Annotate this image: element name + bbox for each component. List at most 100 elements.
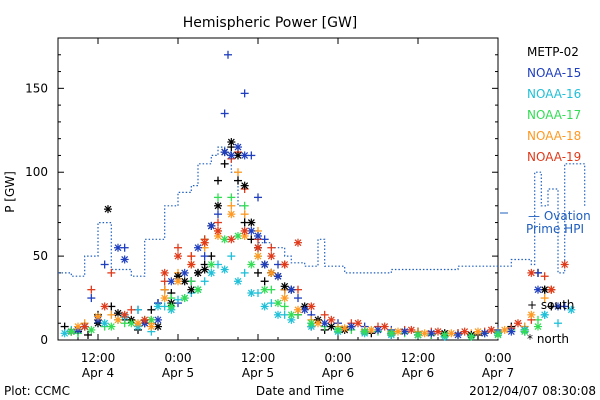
- north-point-noaa-19: [487, 325, 496, 334]
- north-point-noaa-16: [274, 310, 282, 319]
- south-point-noaa-15: [240, 89, 249, 98]
- north-point-noaa-15: [454, 330, 462, 339]
- south-point-noaa-15: [100, 260, 109, 269]
- south-point-noaa-17: [240, 201, 249, 210]
- north-point-noaa-17: [87, 325, 96, 334]
- north-point-noaa-16: [60, 329, 69, 338]
- north-point-noaa-17: [107, 322, 116, 331]
- legend-entry-noaa-15: NOAA-15: [527, 66, 581, 80]
- north-point-noaa-18: [174, 277, 182, 286]
- south-point-metp-02: [107, 302, 116, 311]
- north-point-noaa-15: [120, 255, 129, 264]
- north-point-noaa-18: [340, 324, 349, 333]
- south-point-noaa-15: [224, 50, 232, 59]
- north-point-noaa-15: [254, 231, 262, 240]
- north-point-noaa-15: [207, 221, 216, 230]
- north-point-noaa-17: [414, 330, 422, 339]
- x-tick-label-date: Apr 5: [162, 366, 194, 380]
- south-point-noaa-16: [174, 295, 182, 304]
- north-point-noaa-19: [280, 260, 289, 269]
- south-point-noaa-19: [267, 243, 276, 252]
- south-point-metp-02: [220, 159, 229, 168]
- north-point-metp-02: [154, 322, 162, 331]
- north-point-noaa-19: [547, 285, 556, 294]
- north-point-metp-02: [280, 282, 289, 291]
- north-point-noaa-15: [300, 305, 309, 314]
- north-point-noaa-16: [100, 319, 109, 328]
- x-tick-label-date: Apr 5: [242, 366, 274, 380]
- legend-entry-noaa-19: NOAA-19: [527, 150, 581, 164]
- north-point-noaa-19: [214, 226, 222, 235]
- north-point-noaa-15: [507, 327, 516, 336]
- south-point-noaa-15: [200, 252, 209, 261]
- south-legend: + south: [527, 298, 574, 312]
- north-point-noaa-18: [114, 315, 122, 324]
- north-point-noaa-15: [347, 322, 356, 331]
- north-point-metp-02: [200, 265, 209, 274]
- ovation-legend-line1: — Ovation: [528, 209, 591, 223]
- north-point-noaa-16: [234, 277, 242, 286]
- south-point-noaa-19: [107, 268, 116, 277]
- north-point-noaa-17: [467, 332, 476, 341]
- x-tick-label-date: Apr 6: [402, 366, 434, 380]
- south-point-metp-02: [147, 305, 156, 314]
- north-point-noaa-15: [114, 243, 122, 252]
- y-axis-label: P [GW]: [3, 171, 17, 213]
- legend-entry-noaa-18: NOAA-18: [527, 129, 581, 143]
- plot-frame: [57, 37, 499, 341]
- north-point-noaa-18: [474, 327, 482, 336]
- north-point-noaa-18: [394, 327, 402, 336]
- north-point-noaa-15: [220, 148, 229, 157]
- x-tick-label-time: 12:00: [241, 351, 276, 365]
- x-tick-label-time: 12:00: [81, 351, 116, 365]
- south-point-noaa-15: [220, 109, 229, 118]
- north-point-noaa-18: [267, 268, 276, 277]
- north-point-metp-02: [114, 309, 122, 318]
- y-tick-label: 50: [33, 249, 48, 263]
- south-point-noaa-18: [160, 285, 169, 294]
- ovation-legend-line2: Prime HPI: [526, 222, 584, 236]
- north-point-noaa-18: [160, 294, 169, 303]
- north-point-noaa-19: [160, 268, 169, 277]
- north-point-noaa-19: [307, 302, 316, 311]
- north-point-noaa-19: [294, 238, 302, 247]
- south-point-noaa-17: [267, 285, 276, 294]
- south-point-noaa-18: [227, 201, 236, 210]
- south-point-noaa-16: [200, 277, 209, 286]
- timestamp: 2012/04/07 08:30:08: [469, 384, 596, 398]
- north-point-noaa-15: [287, 285, 296, 294]
- north-markers: [60, 138, 576, 341]
- north-point-metp-02: [104, 205, 112, 214]
- north-point-noaa-19: [460, 327, 469, 336]
- south-point-noaa-17: [214, 193, 222, 202]
- north-point-noaa-19: [354, 319, 362, 328]
- x-axis-label: Date and Time: [256, 384, 344, 398]
- north-point-noaa-15: [194, 243, 202, 252]
- south-point-noaa-15: [87, 294, 96, 303]
- north-legend: * north: [527, 332, 569, 346]
- x-tick-label-time: 0:00: [165, 351, 192, 365]
- south-point-noaa-16: [240, 268, 249, 277]
- north-point-noaa-19: [380, 322, 389, 331]
- south-point-noaa-19: [214, 218, 222, 227]
- south-point-metp-02: [60, 322, 69, 331]
- north-point-noaa-19: [174, 252, 182, 261]
- north-point-metp-02: [214, 201, 222, 210]
- north-point-noaa-18: [147, 322, 156, 331]
- north-point-noaa-18: [94, 312, 102, 321]
- south-point-metp-02: [260, 277, 269, 286]
- north-point-noaa-19: [434, 327, 442, 336]
- north-point-noaa-17: [180, 294, 189, 303]
- plot-credit: Plot: CCMC: [4, 384, 70, 398]
- north-point-noaa-16: [220, 265, 229, 274]
- north-point-noaa-15: [480, 329, 489, 338]
- north-point-noaa-16: [260, 302, 269, 311]
- north-point-noaa-16: [540, 310, 549, 319]
- north-point-noaa-18: [367, 325, 376, 334]
- x-tick-label-time: 0:00: [325, 351, 352, 365]
- y-tick-label: 100: [25, 165, 48, 179]
- south-point-noaa-15: [254, 193, 262, 202]
- south-point-noaa-19: [174, 243, 182, 252]
